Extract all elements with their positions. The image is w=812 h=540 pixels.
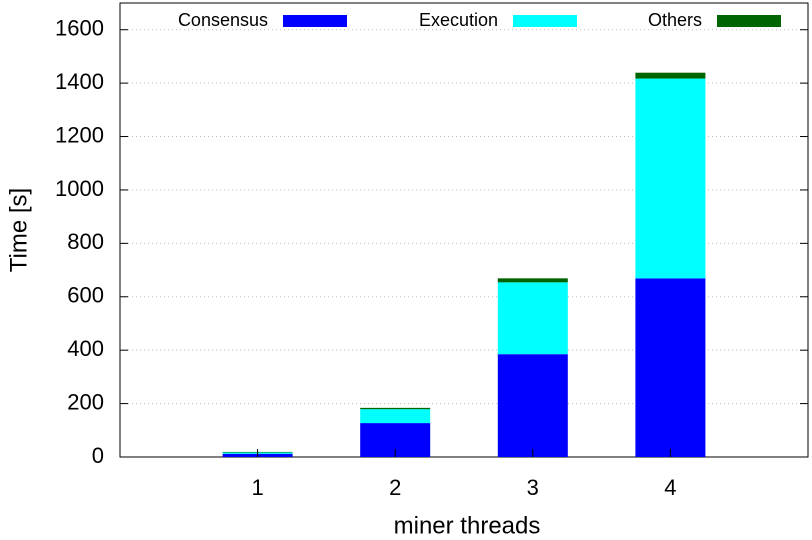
y-tick-label: 1600 xyxy=(55,16,104,41)
bar-segment xyxy=(360,409,431,424)
x-tick-label: 2 xyxy=(389,475,401,500)
bar-segment xyxy=(497,282,568,355)
legend-swatch xyxy=(513,15,577,27)
y-tick-label: 600 xyxy=(67,283,104,308)
bar-segment xyxy=(360,407,431,410)
legend-label: Consensus xyxy=(178,10,268,30)
y-tick-label: 1400 xyxy=(55,69,104,94)
y-tick-label: 1200 xyxy=(55,122,104,147)
bar-segment xyxy=(635,72,706,79)
legend-label: Others xyxy=(648,10,702,30)
x-axis-label: miner threads xyxy=(394,512,541,539)
bar-segment xyxy=(635,278,706,457)
y-tick-label: 0 xyxy=(92,443,104,468)
legend-label: Execution xyxy=(419,10,498,30)
plot-frame xyxy=(119,2,809,458)
y-tick-label: 200 xyxy=(67,389,104,414)
bar-segment xyxy=(635,78,706,279)
y-tick-label: 1000 xyxy=(55,176,104,201)
legend-swatch xyxy=(283,15,347,27)
y-tick-label: 400 xyxy=(67,336,104,361)
x-tick-label: 4 xyxy=(664,475,676,500)
x-tick-label: 1 xyxy=(251,475,263,500)
bar-segment xyxy=(497,278,568,283)
y-tick-label: 800 xyxy=(67,229,104,254)
y-axis-label: Time [s] xyxy=(5,188,32,272)
bar-segment xyxy=(497,354,568,457)
x-tick-label: 3 xyxy=(527,475,539,500)
legend-swatch xyxy=(717,15,781,27)
